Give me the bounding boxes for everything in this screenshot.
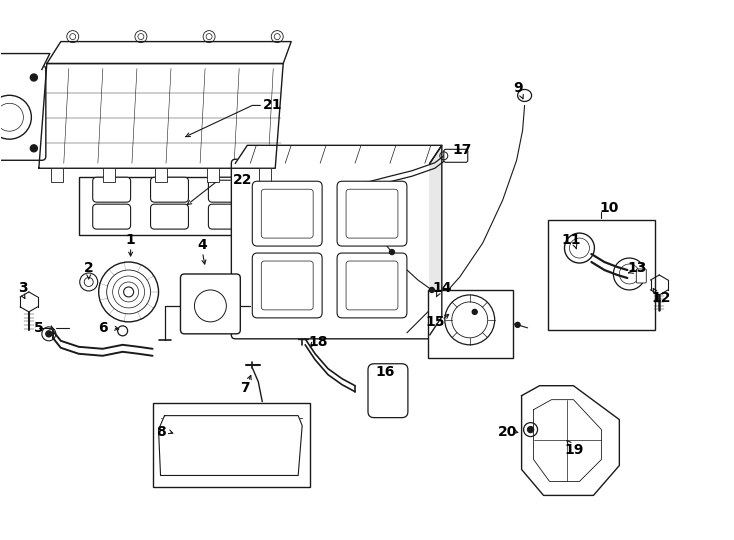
Circle shape [30, 145, 37, 152]
FancyBboxPatch shape [346, 189, 398, 238]
FancyBboxPatch shape [636, 269, 646, 283]
Circle shape [46, 331, 52, 337]
FancyBboxPatch shape [0, 65, 46, 160]
Text: 17: 17 [452, 143, 471, 157]
FancyBboxPatch shape [444, 150, 468, 163]
Circle shape [472, 309, 477, 314]
Text: 10: 10 [600, 201, 619, 215]
Polygon shape [0, 53, 50, 70]
Polygon shape [522, 386, 619, 495]
Text: 13: 13 [628, 261, 647, 275]
Bar [103, 168, 115, 182]
Text: 19: 19 [564, 443, 584, 456]
Text: 20: 20 [498, 424, 517, 438]
FancyBboxPatch shape [92, 204, 131, 229]
Text: 6: 6 [98, 321, 107, 335]
Bar [153, 403, 310, 488]
Text: 15: 15 [425, 315, 445, 329]
Polygon shape [159, 416, 302, 476]
Bar [207, 168, 219, 182]
Text: 3: 3 [18, 281, 28, 295]
Text: 9: 9 [513, 82, 523, 96]
Text: 18: 18 [308, 335, 328, 349]
FancyBboxPatch shape [337, 181, 407, 246]
Text: 22: 22 [233, 173, 252, 187]
Bar [79, 177, 266, 235]
FancyBboxPatch shape [346, 261, 398, 310]
FancyBboxPatch shape [150, 177, 189, 202]
Bar [548, 220, 655, 330]
Text: 21: 21 [263, 98, 282, 112]
FancyBboxPatch shape [337, 253, 407, 318]
Circle shape [515, 322, 520, 327]
FancyBboxPatch shape [231, 159, 434, 339]
Text: 1: 1 [126, 233, 136, 247]
Text: 7: 7 [241, 381, 250, 395]
FancyBboxPatch shape [208, 177, 247, 202]
FancyBboxPatch shape [208, 204, 247, 229]
FancyBboxPatch shape [252, 253, 322, 318]
Circle shape [429, 287, 435, 293]
FancyBboxPatch shape [92, 177, 131, 202]
Polygon shape [47, 42, 291, 64]
Bar [155, 168, 167, 182]
Polygon shape [39, 64, 283, 168]
Text: 2: 2 [84, 261, 94, 275]
Text: 8: 8 [156, 424, 165, 438]
Text: 11: 11 [562, 233, 581, 247]
Bar [428, 290, 512, 358]
FancyBboxPatch shape [150, 204, 189, 229]
FancyBboxPatch shape [368, 364, 408, 417]
Text: 12: 12 [652, 291, 671, 305]
FancyBboxPatch shape [261, 189, 313, 238]
Circle shape [30, 74, 37, 81]
Circle shape [390, 249, 394, 254]
FancyBboxPatch shape [252, 181, 322, 246]
Text: 16: 16 [375, 364, 395, 379]
Text: 14: 14 [432, 281, 451, 295]
Polygon shape [430, 145, 442, 335]
Bar [51, 168, 63, 182]
FancyBboxPatch shape [181, 274, 240, 334]
Text: 4: 4 [197, 238, 207, 252]
Text: 5: 5 [34, 321, 44, 335]
Bar [259, 168, 272, 182]
Polygon shape [236, 145, 442, 163]
Circle shape [528, 427, 534, 433]
FancyBboxPatch shape [261, 261, 313, 310]
